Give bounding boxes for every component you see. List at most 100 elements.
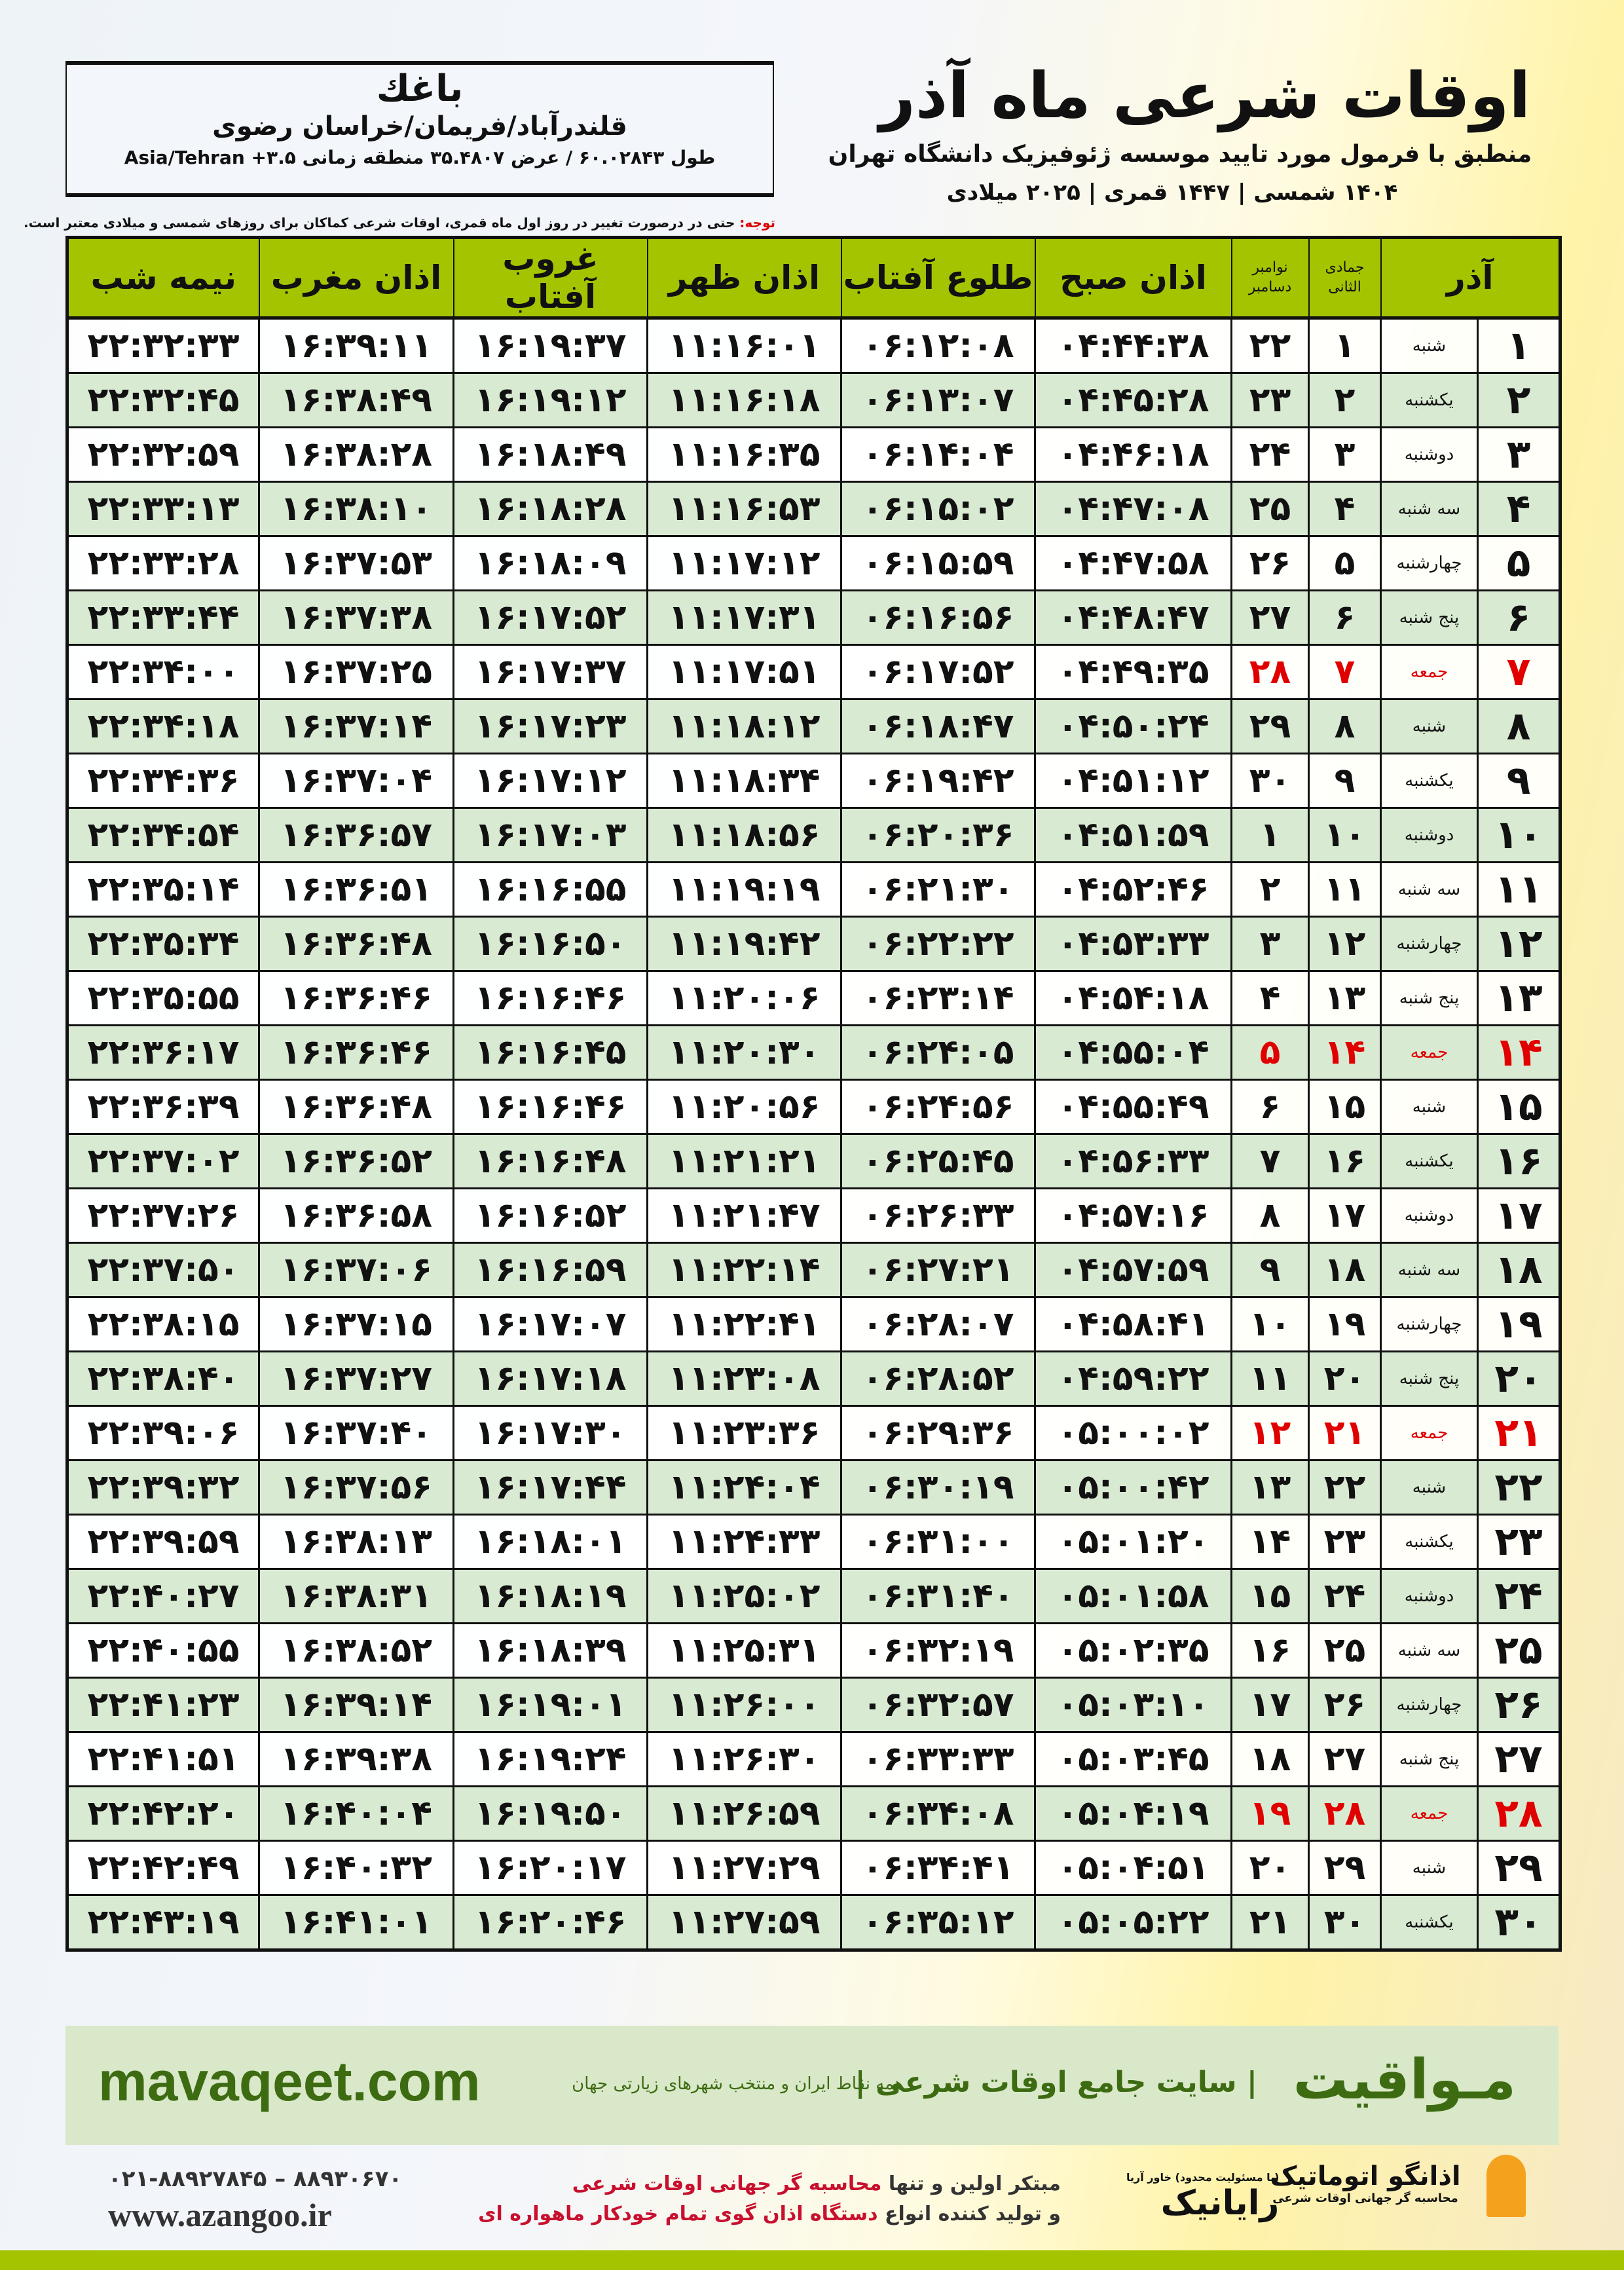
cell-ghorub: ۱۶:۱۸:۳۹: [452, 1622, 648, 1679]
cell-maghreb: ۱۶:۳۷:۳۸: [258, 589, 454, 646]
site-link[interactable]: mavaqeet.com: [98, 2051, 481, 2112]
table-row: ۱۷ دوشنبه ۱۷ ۸ ۰۴:۵۷:۱۶ ۰۶:۲۶:۳۳ ۱۱:۲۱:۴۷ ۱۶:۱۶…: [66, 1187, 1561, 1244]
cell-zohr: ۱۱:۱۸:۵۶: [646, 807, 842, 863]
cell-jumada: ۲۴: [1308, 1568, 1382, 1624]
promo-1b: محاسبه گر جهانی اوقات شرعی: [572, 2172, 882, 2195]
cell-sobh: ۰۵:۰۲:۳۵: [1034, 1622, 1232, 1679]
cell-maghreb: ۱۶:۳۷:۲۷: [258, 1350, 454, 1407]
cell-day: ۱۴: [1477, 1024, 1561, 1081]
cell-sobh: ۰۵:۰۰:۰۲: [1034, 1405, 1232, 1461]
cell-zohr: ۱۱:۲۲:۱۴: [646, 1242, 842, 1298]
cell-ghorub: ۱۶:۱۹:۱۲: [452, 372, 648, 428]
cell-jumada: ۲۲: [1308, 1459, 1382, 1516]
cell-weekday: چهارشنبه: [1380, 1677, 1479, 1733]
cell-tolu: ۰۶:۲۴:۵۶: [840, 1079, 1036, 1135]
cell-ghorub: ۱۶:۱۷:۳۰: [452, 1405, 648, 1461]
cell-gregorian: ۲۸: [1230, 644, 1310, 700]
cell-day: ۲۵: [1477, 1622, 1561, 1679]
cell-ghorub: ۱۶:۱۷:۳۷: [452, 644, 648, 700]
cell-tolu: ۰۶:۲۹:۳۶: [840, 1405, 1036, 1461]
cell-nime: ۲۲:۳۴:۳۶: [66, 753, 260, 809]
cell-maghreb: ۱۶:۳۸:۱۰: [258, 481, 454, 537]
cell-nime: ۲۲:۳۹:۵۹: [66, 1514, 260, 1570]
cell-day: ۲۶: [1477, 1677, 1561, 1733]
cell-zohr: ۱۱:۱۶:۳۵: [646, 426, 842, 483]
header-tolu: طلوع آفتاب: [840, 237, 1035, 320]
cell-ghorub: ۱۶:۱۶:۴۶: [452, 1079, 648, 1135]
cell-weekday: سه شنبه: [1380, 481, 1479, 537]
cell-zohr: ۱۱:۱۹:۴۲: [646, 916, 842, 972]
cell-jumada: ۱۵: [1308, 1079, 1382, 1135]
cell-tolu: ۰۶:۲۸:۰۷: [840, 1296, 1036, 1352]
table-row: ۱۶ یکشنبه ۱۶ ۷ ۰۴:۵۶:۳۳ ۰۶:۲۵:۴۵ ۱۱:۲۱:۲۱ ۱۶:۱۶…: [66, 1133, 1561, 1189]
cell-sobh: ۰۴:۴۹:۳۵: [1034, 644, 1232, 700]
promo-line-2: و تولید کننده انواع دستگاه اذان گوی تمام…: [478, 2199, 1061, 2229]
cell-sobh: ۰۴:۴۷:۰۸: [1034, 481, 1232, 537]
cell-tolu: ۰۶:۳۲:۱۹: [840, 1622, 1036, 1679]
cell-tolu: ۰۶:۲۶:۳۳: [840, 1187, 1036, 1244]
cell-tolu: ۰۶:۱۲:۰۸: [840, 317, 1036, 374]
cell-jumada: ۶: [1308, 589, 1382, 646]
cell-nime: ۲۲:۳۶:۳۹: [66, 1079, 260, 1135]
cell-sobh: ۰۴:۴۶:۱۸: [1034, 426, 1232, 483]
cell-weekday: یکشنبه: [1380, 1514, 1479, 1570]
cell-maghreb: ۱۶:۳۷:۵۶: [258, 1459, 454, 1516]
cell-gregorian: ۱۹: [1230, 1785, 1310, 1842]
cell-weekday: سه شنبه: [1380, 1622, 1479, 1679]
cell-sobh: ۰۴:۵۰:۲۴: [1034, 698, 1232, 754]
header-ghorub: غروب آفتاب: [452, 237, 648, 320]
cell-weekday: یکشنبه: [1380, 1894, 1479, 1951]
cell-nime: ۲۲:۳۷:۲۶: [66, 1187, 260, 1244]
cell-sobh: ۰۴:۴۷:۵۸: [1034, 535, 1232, 591]
cell-gregorian: ۶: [1230, 1079, 1310, 1135]
cell-tolu: ۰۶:۱۸:۴۷: [840, 698, 1036, 754]
cell-nime: ۲۲:۳۲:۵۹: [66, 426, 260, 483]
cell-maghreb: ۱۶:۳۶:۵۲: [258, 1133, 454, 1189]
table-row: ۲۳ یکشنبه ۲۳ ۱۴ ۰۵:۰۱:۲۰ ۰۶:۳۱:۰۰ ۱۱:۲۴:۳۳ ۱۶:۱…: [66, 1514, 1561, 1570]
azangoo-sub: محاسبه گر جهانی اوقات شرعی: [1272, 2191, 1458, 2205]
cell-sobh: ۰۴:۵۷:۵۹: [1034, 1242, 1232, 1298]
cell-day: ۱۰: [1477, 807, 1561, 863]
table-row: ۱۹ چهارشنبه ۱۹ ۱۰ ۰۴:۵۸:۴۱ ۰۶:۲۸:۰۷ ۱۱:۲۲:۴۱ ۱۶…: [66, 1296, 1561, 1352]
cell-ghorub: ۱۶:۱۸:۴۹: [452, 426, 648, 483]
cell-weekday: پنج شنبه: [1380, 1731, 1479, 1787]
cell-day: ۲۸: [1477, 1785, 1561, 1842]
table-row: ۱ شنبه ۱ ۲۲ ۰۴:۴۴:۳۸ ۰۶:۱۲:۰۸ ۱۱:۱۶:۰۱ ۱۶:۱۹:۳۷…: [66, 317, 1561, 374]
cell-gregorian: ۷: [1230, 1133, 1310, 1189]
cell-day: ۱۷: [1477, 1187, 1561, 1244]
table-row: ۲۸ جمعه ۲۸ ۱۹ ۰۵:۰۴:۱۹ ۰۶:۳۴:۰۸ ۱۱:۲۶:۵۹ ۱۶:۱۹:…: [66, 1785, 1561, 1842]
cell-jumada: ۲۳: [1308, 1514, 1382, 1570]
cell-day: ۴: [1477, 481, 1561, 537]
cell-tolu: ۰۶:۳۳:۳۳: [840, 1731, 1036, 1787]
cell-maghreb: ۱۶:۳۹:۱۱: [258, 317, 454, 374]
cell-maghreb: ۱۶:۳۸:۲۸: [258, 426, 454, 483]
cell-zohr: ۱۱:۱۷:۵۱: [646, 644, 842, 700]
cell-gregorian: ۴: [1230, 970, 1310, 1026]
table-row: ۲۷ پنج شنبه ۲۷ ۱۸ ۰۵:۰۳:۴۵ ۰۶:۳۳:۳۳ ۱۱:۲۶:۳۰ ۱۶…: [66, 1731, 1561, 1787]
cell-ghorub: ۱۶:۲۰:۴۶: [452, 1894, 648, 1951]
cell-weekday: شنبه: [1380, 317, 1479, 374]
cell-day: ۸: [1477, 698, 1561, 754]
header-november-label: نوامبر: [1252, 259, 1288, 276]
cell-zohr: ۱۱:۲۱:۴۷: [646, 1187, 842, 1244]
cell-weekday: یکشنبه: [1380, 372, 1479, 428]
cell-day: ۲۰: [1477, 1350, 1561, 1407]
cell-weekday: دوشنبه: [1380, 1187, 1479, 1244]
cell-maghreb: ۱۶:۳۷:۱۴: [258, 698, 454, 754]
cell-zohr: ۱۱:۲۱:۲۱: [646, 1133, 842, 1189]
azangoo-link[interactable]: www.azangoo.ir: [108, 2197, 332, 2233]
cell-sobh: ۰۴:۴۵:۲۸: [1034, 372, 1232, 428]
cell-nime: ۲۲:۳۹:۳۲: [66, 1459, 260, 1516]
cell-zohr: ۱۱:۲۶:۳۰: [646, 1731, 842, 1787]
cell-sobh: ۰۴:۵۱:۱۲: [1034, 753, 1232, 809]
cell-jumada: ۱۸: [1308, 1242, 1382, 1298]
cell-ghorub: ۱۶:۱۹:۲۴: [452, 1731, 648, 1787]
cell-gregorian: ۱۱: [1230, 1350, 1310, 1407]
cell-gregorian: ۲۶: [1230, 535, 1310, 591]
brand-sub: همه نقاط ایران و منتخب شهرهای زیارتی جها…: [572, 2074, 904, 2094]
cell-tolu: ۰۶:۱۴:۰۴: [840, 426, 1036, 483]
cell-zohr: ۱۱:۲۷:۲۹: [646, 1840, 842, 1896]
cell-tolu: ۰۶:۳۴:۰۸: [840, 1785, 1036, 1842]
cell-weekday: شنبه: [1380, 1840, 1479, 1896]
cell-maghreb: ۱۶:۳۸:۴۹: [258, 372, 454, 428]
